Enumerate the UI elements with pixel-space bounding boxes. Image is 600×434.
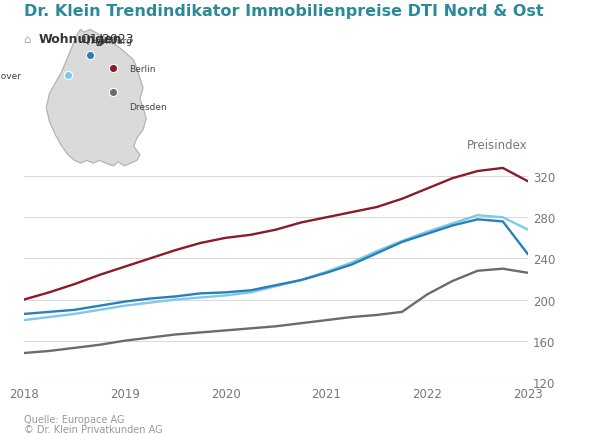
Text: Wohnungen: Wohnungen — [39, 33, 122, 46]
Point — [64, 73, 73, 80]
Text: Dresden: Dresden — [129, 102, 167, 111]
Text: Quelle: Europace AG: Quelle: Europace AG — [24, 414, 125, 424]
Text: Hamburg: Hamburg — [90, 37, 132, 46]
Text: ⌂: ⌂ — [24, 33, 35, 46]
Text: © Dr. Klein Privatkunden AG: © Dr. Klein Privatkunden AG — [24, 424, 163, 434]
Text: Berlin: Berlin — [129, 65, 155, 74]
Point — [85, 52, 95, 59]
Text: Q1/2023: Q1/2023 — [80, 33, 133, 46]
Polygon shape — [46, 30, 146, 167]
Text: Hannover: Hannover — [0, 72, 22, 81]
Point — [109, 66, 118, 73]
Point — [109, 89, 118, 96]
Text: Dr. Klein Trendindikator Immobilienpreise DTI Nord & Ost: Dr. Klein Trendindikator Immobilienpreis… — [24, 4, 544, 19]
Text: Preisindex: Preisindex — [467, 139, 528, 152]
